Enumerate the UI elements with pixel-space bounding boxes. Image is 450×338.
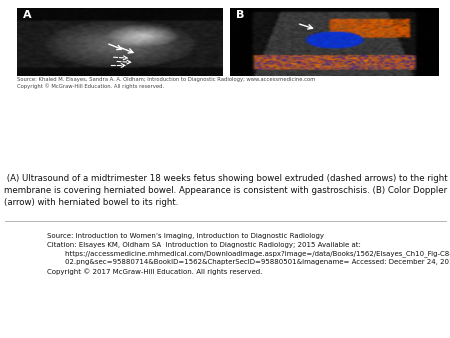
Text: Hill: Hill — [17, 288, 31, 297]
Text: B: B — [236, 10, 244, 21]
Text: Mc: Mc — [17, 260, 31, 269]
Text: Source: Khaled M. Elsayes, Sandra A. A. Oldham; Introduction to Diagnostic Radio: Source: Khaled M. Elsayes, Sandra A. A. … — [17, 77, 315, 89]
Text: Graw: Graw — [10, 274, 37, 283]
Text: Education: Education — [10, 306, 37, 311]
Text: Source: Introduction to Women’s Imaging, Introduction to Diagnostic Radiology
Ci: Source: Introduction to Women’s Imaging,… — [47, 233, 450, 275]
Text: (A) Ultrasound of a midtrimester 18 weeks fetus showing bowel extruded (dashed a: (A) Ultrasound of a midtrimester 18 week… — [4, 174, 450, 208]
Text: A: A — [23, 10, 32, 21]
